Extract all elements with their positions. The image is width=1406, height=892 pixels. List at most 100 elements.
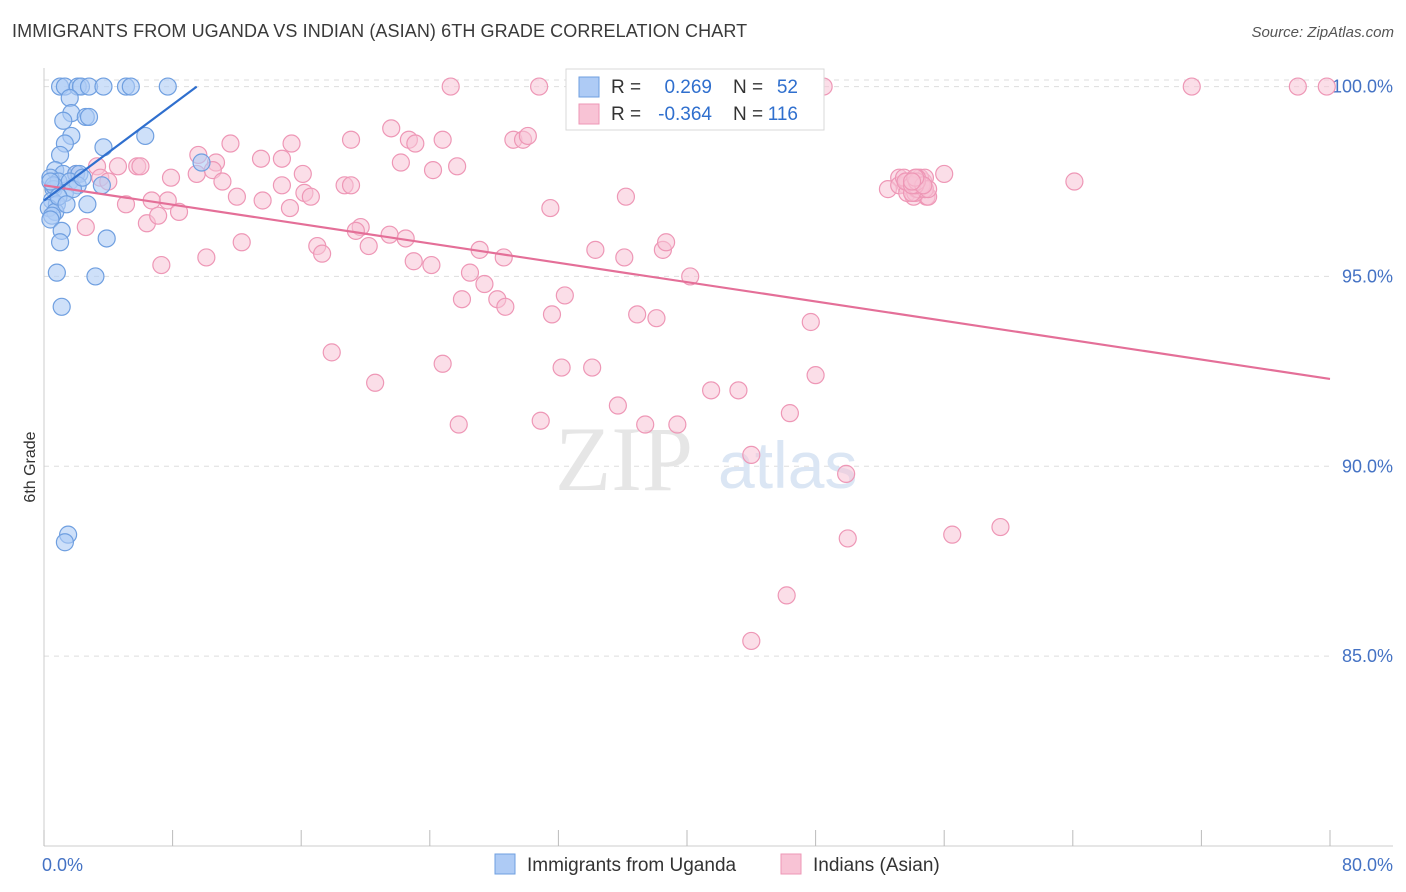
point-indian-asian <box>312 244 332 263</box>
point-indian-asian <box>668 415 687 434</box>
point-indian-asian <box>423 161 443 180</box>
point-indian-asian <box>555 286 574 305</box>
point-indian-asian <box>494 248 513 267</box>
stats-r-label-indian: R = <box>611 104 641 125</box>
stats-n-label-indian: N = <box>733 104 763 125</box>
point-indian-asian <box>448 157 467 176</box>
point-indian-asian <box>391 153 410 172</box>
legend-swatch-uganda <box>494 853 516 875</box>
point-indian-asian <box>441 77 460 96</box>
point-indian-asian <box>449 415 468 434</box>
trend-lines <box>43 85 1331 381</box>
y-axis-label: 6th Grade <box>22 431 39 502</box>
stats-legend: R = 0.269 N = 52 R = -0.364 N = 116 <box>565 68 825 131</box>
watermark-atlas: atlas <box>718 428 857 502</box>
point-indian-asian <box>382 119 401 138</box>
legend-label-uganda: Immigrants from Uganda <box>527 855 737 876</box>
point-indian-asian <box>460 263 480 282</box>
stats-swatch-uganda <box>578 76 600 98</box>
point-uganda <box>121 77 140 96</box>
point-indian-asian <box>322 343 341 362</box>
point-indian-asian <box>541 198 560 218</box>
stats-n-label-uganda: N = <box>733 77 763 98</box>
point-indian-asian <box>253 191 272 210</box>
point-indian-asian <box>681 267 700 286</box>
point-uganda <box>136 126 155 146</box>
point-uganda <box>41 210 60 229</box>
point-indian-asian <box>742 631 761 651</box>
y-tick-label: 100.0% <box>1332 77 1393 97</box>
point-indian-asian <box>149 206 168 225</box>
point-uganda <box>192 153 211 172</box>
point-uganda <box>54 111 73 130</box>
stats-n-value-indian: 116 <box>768 104 798 125</box>
point-indian-asian <box>341 130 361 149</box>
point-indian-asian <box>108 157 128 176</box>
point-indian-asian <box>531 411 550 430</box>
point-indian-asian <box>227 187 246 206</box>
chart-title: IMMIGRANTS FROM UGANDA VS INDIAN (ASIAN)… <box>12 21 748 41</box>
point-indian-asian <box>552 358 571 377</box>
point-indian-asian <box>542 305 562 324</box>
point-indian-asian <box>801 312 820 332</box>
point-indian-asian <box>583 358 602 377</box>
point-indian-asian <box>636 415 655 434</box>
point-uganda <box>92 176 111 195</box>
y-tick-label: 90.0% <box>1342 456 1393 476</box>
series-uganda <box>39 77 211 552</box>
x-tick-label: 80.0% <box>1342 855 1393 875</box>
point-indian-asian <box>433 354 452 373</box>
point-indian-asian <box>169 202 189 221</box>
source-credit: Source: ZipAtlas.com <box>1251 24 1394 41</box>
point-uganda <box>79 107 99 127</box>
x-tick-label: 0.0% <box>42 855 83 875</box>
point-indian-asian <box>1065 172 1084 191</box>
point-uganda <box>97 229 116 248</box>
point-indian-asian <box>213 172 232 191</box>
point-indian-asian <box>406 134 425 153</box>
point-indian-asian <box>131 157 150 176</box>
legend-swatch-indian <box>780 853 802 875</box>
point-indian-asian <box>647 309 666 328</box>
point-indian-asian <box>475 274 494 294</box>
point-indian-asian <box>341 176 361 195</box>
point-indian-asian <box>838 529 857 548</box>
point-indian-asian <box>380 225 399 244</box>
point-indian-asian <box>837 464 856 483</box>
point-indian-asian <box>991 517 1010 537</box>
point-indian-asian <box>452 290 472 309</box>
point-uganda <box>57 195 76 214</box>
stats-legend-frame <box>565 68 825 131</box>
point-indian-asian <box>221 134 240 153</box>
point-indian-asian <box>586 240 605 259</box>
point-indian-asian <box>116 195 136 214</box>
point-indian-asian <box>935 164 954 184</box>
point-indian-asian <box>780 404 799 423</box>
point-uganda <box>50 145 70 165</box>
point-indian-asian <box>280 198 300 218</box>
point-indian-asian <box>272 149 292 168</box>
stats-r-value-uganda: 0.269 <box>664 77 712 98</box>
point-indian-asian <box>366 373 385 392</box>
y-tick-label: 85.0% <box>1342 646 1393 666</box>
point-indian-asian <box>496 297 515 316</box>
point-indian-asian <box>616 187 636 206</box>
point-indian-asian <box>615 248 634 267</box>
trend-line-uganda <box>43 85 198 202</box>
point-indian-asian <box>777 586 796 605</box>
point-indian-asian <box>1288 77 1307 96</box>
point-uganda <box>60 88 79 108</box>
stats-r-label-uganda: R = <box>611 77 641 98</box>
point-indian-asian <box>251 149 271 168</box>
point-indian-asian <box>152 255 171 275</box>
point-indian-asian <box>657 233 676 252</box>
stats-swatch-indian <box>578 103 600 125</box>
watermark: ZIP atlas <box>555 408 857 510</box>
point-indian-asian <box>301 187 320 206</box>
point-indian-asian <box>902 172 922 191</box>
point-uganda <box>50 233 70 252</box>
point-indian-asian <box>518 126 537 146</box>
point-uganda <box>55 533 74 552</box>
point-indian-asian <box>197 248 216 267</box>
